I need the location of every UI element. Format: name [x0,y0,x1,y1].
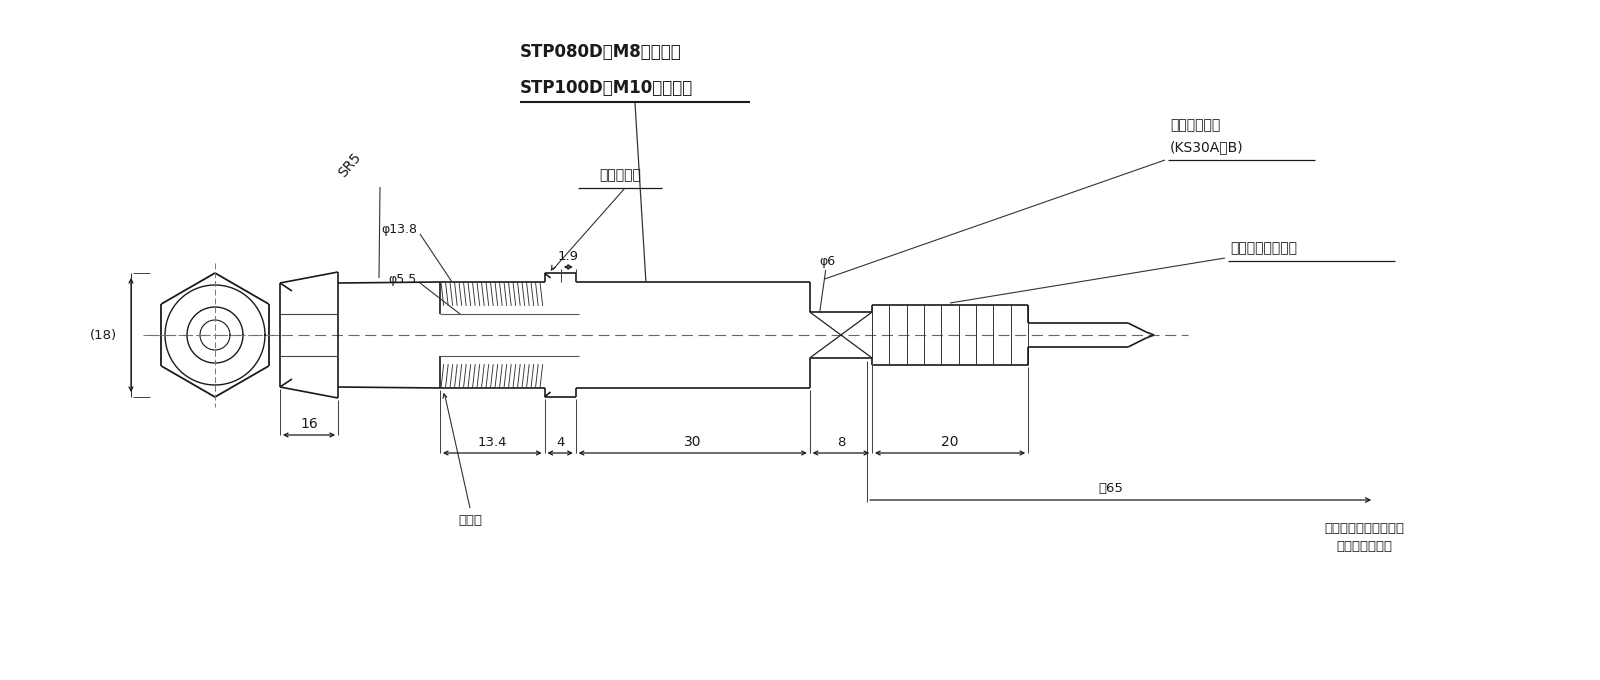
Text: φ5.5: φ5.5 [389,273,418,286]
Text: 8: 8 [837,435,845,449]
Text: (KS30A／B): (KS30A／B) [1170,140,1243,154]
Text: 1.9: 1.9 [558,250,579,263]
Text: SR5: SR5 [336,150,365,180]
Text: 30: 30 [683,435,701,449]
Text: 4: 4 [555,435,565,449]
Text: 要するスペース: 要するスペース [1336,539,1392,552]
Text: 16: 16 [301,417,318,431]
Text: (18): (18) [90,328,117,341]
Text: 終65: 終65 [1098,483,1123,496]
Text: 20: 20 [941,435,958,449]
Text: ブーツ保護: ブーツ保護 [598,168,642,182]
Text: カートリッジ: カートリッジ [1170,118,1221,132]
Text: カートリッジ取外しに: カートリッジ取外しに [1325,522,1405,534]
Text: φ6: φ6 [819,256,835,269]
Text: コードプロテクタ: コードプロテクタ [1230,241,1298,255]
Text: STP080D：M8（並目）: STP080D：M8（並目） [520,43,682,61]
Text: φ13.8: φ13.8 [381,224,418,237]
Text: スキマ: スキマ [458,513,482,526]
Text: STP100D：M10（並目）: STP100D：M10（並目） [520,79,693,97]
Text: 13.4: 13.4 [477,435,507,449]
